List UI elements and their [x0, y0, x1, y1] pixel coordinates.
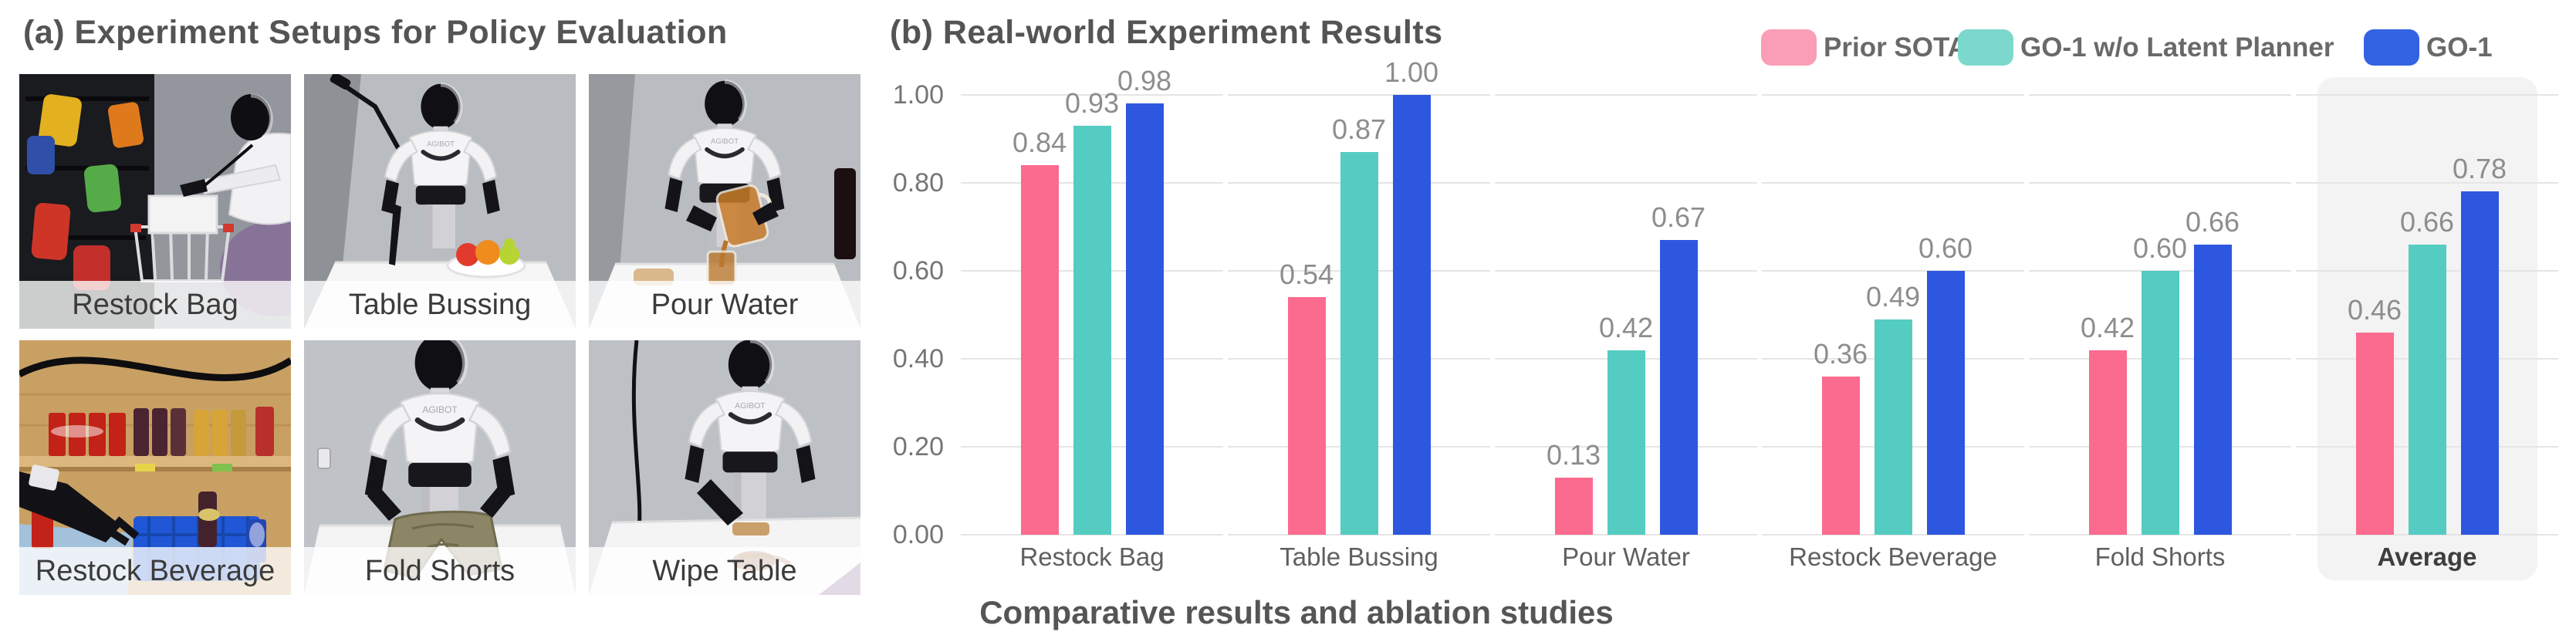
- bar-prior-sota: [1554, 478, 1593, 535]
- bar-go-1-w-o-latent-planner: [2141, 271, 2179, 535]
- gridline: [1495, 270, 1757, 272]
- photo-tile-table-bussing: Table Bussing: [304, 74, 576, 329]
- bar-prior-sota: [2088, 350, 2127, 535]
- legend-label: Prior SOTA: [1824, 32, 1968, 63]
- bar-go-1: [1125, 103, 1164, 535]
- gridline: [1762, 94, 2024, 96]
- gridline: [2296, 534, 2558, 536]
- gridline: [961, 534, 1223, 536]
- photo-label: Wipe Table: [652, 554, 797, 587]
- gridline: [1228, 534, 1490, 536]
- gridline: [1762, 182, 2024, 184]
- gridline: [1495, 182, 1757, 184]
- x-tick-label: Restock Beverage: [1789, 542, 1997, 571]
- x-tick-label: Restock Bag: [1019, 542, 1165, 571]
- y-tick-label: 0.80: [892, 168, 944, 198]
- gridline: [961, 94, 1223, 96]
- bar-value-label: 0.42: [1598, 312, 1654, 343]
- gridline: [2029, 182, 2291, 184]
- bar-value-label: 0.98: [1117, 65, 1172, 96]
- bar-go-1: [1926, 271, 1965, 535]
- bar-value-label: 0.46: [2347, 294, 2402, 326]
- bar-go-1-w-o-latent-planner: [1874, 319, 1912, 535]
- x-tick-label: Table Bussing: [1280, 542, 1438, 571]
- bar-value-label: 0.93: [1064, 87, 1120, 119]
- photo-tile-wipe-table: Wipe Table: [589, 340, 860, 595]
- bar-value-label: 0.42: [2080, 312, 2135, 343]
- bar-value-label: 0.49: [1865, 281, 1921, 313]
- legend-item-go1-wo-latent-planner: GO-1 w/o Latent Planner: [1958, 29, 2334, 66]
- bar-go-1-w-o-latent-planner: [1607, 350, 1645, 535]
- gridline: [1495, 94, 1757, 96]
- legend-label: GO-1: [2426, 32, 2493, 63]
- bar-prior-sota: [1020, 165, 1059, 535]
- bar-go-1: [2460, 191, 2499, 535]
- bar-value-label: 0.67: [1651, 201, 1706, 233]
- bar-go-1: [1392, 95, 1431, 535]
- gridline: [1762, 534, 2024, 536]
- y-tick-label: 0.20: [892, 432, 944, 461]
- bar-value-label: 0.13: [1546, 439, 1601, 471]
- bar-go-1-w-o-latent-planner: [2408, 245, 2446, 535]
- legend-swatch-prior-sota: [1761, 29, 1817, 66]
- x-tick-label: Fold Shorts: [2094, 542, 2226, 571]
- y-tick-label: 0.40: [892, 344, 944, 373]
- bar-go-1: [2193, 245, 2232, 535]
- bar-value-label: 0.60: [2132, 232, 2188, 264]
- y-tick-label: 1.00: [892, 80, 944, 110]
- panel-b-title: (b) Real-world Experiment Results: [890, 14, 1443, 51]
- photo-label-band: Table Bussing: [304, 281, 576, 329]
- photo-label: Fold Shorts: [364, 554, 516, 587]
- bar-go-1-w-o-latent-planner: [1340, 152, 1378, 535]
- gridline: [1762, 270, 2024, 272]
- x-tick-label: Pour Water: [1562, 542, 1690, 571]
- photo-label-band: Wipe Table: [589, 547, 860, 595]
- legend-swatch-go1: [2364, 29, 2419, 66]
- bar-value-label: 0.87: [1331, 113, 1387, 145]
- gridline: [2029, 94, 2291, 96]
- photo-label: Restock Bag: [72, 288, 238, 321]
- legend-label: GO-1 w/o Latent Planner: [2020, 32, 2334, 63]
- legend-item-go1: GO-1: [2364, 29, 2493, 66]
- x-tick-label: Average: [2377, 542, 2477, 571]
- bar-value-label: 0.54: [1279, 258, 1334, 290]
- photo-tile-fold-shorts: Fold Shorts: [304, 340, 576, 595]
- bar-prior-sota: [1287, 297, 1326, 535]
- photo-label: Table Bussing: [348, 288, 532, 321]
- legend-item-prior-sota: Prior SOTA: [1761, 29, 1967, 66]
- legend-swatch-go1-wo-latent-planner: [1958, 29, 2013, 66]
- photo-label: Restock Beverage: [35, 554, 276, 587]
- photo-label-band: Fold Shorts: [304, 547, 576, 595]
- photo-label-band: Restock Beverage: [19, 547, 291, 595]
- gridline: [2296, 94, 2558, 96]
- panel-a-title: (a) Experiment Setups for Policy Evaluat…: [23, 14, 728, 51]
- y-tick-label: 0.60: [892, 256, 944, 286]
- bar-value-label: 0.66: [2399, 206, 2455, 238]
- bar-go-1: [1659, 240, 1698, 535]
- y-tick-label: 0.00: [892, 520, 944, 549]
- gridline: [1495, 534, 1757, 536]
- bar-go-1-w-o-latent-planner: [1073, 126, 1111, 535]
- photo-label: Pour Water: [651, 288, 799, 321]
- photo-label-band: Pour Water: [589, 281, 860, 329]
- bar-value-label: 0.36: [1813, 338, 1868, 370]
- photo-tile-restock-bag: Restock Bag: [19, 74, 291, 329]
- photo-tile-restock-beverage: Restock Beverage: [19, 340, 291, 595]
- figure-caption: Comparative results and ablation studies: [979, 594, 1614, 630]
- bar-value-label: 1.00: [1384, 56, 1439, 88]
- bar-value-label: 0.78: [2452, 153, 2507, 184]
- bar-prior-sota: [2355, 333, 2394, 535]
- gridline: [2296, 182, 2558, 184]
- photo-tile-pour-water: Pour Water: [589, 74, 860, 329]
- gridline: [1228, 94, 1490, 96]
- photo-label-band: Restock Bag: [19, 281, 291, 329]
- bar-value-label: 0.60: [1918, 232, 1973, 264]
- bar-value-label: 0.66: [2185, 206, 2240, 238]
- gridline: [2029, 534, 2291, 536]
- bar-value-label: 0.84: [1012, 127, 1067, 158]
- bar-prior-sota: [1821, 377, 1860, 535]
